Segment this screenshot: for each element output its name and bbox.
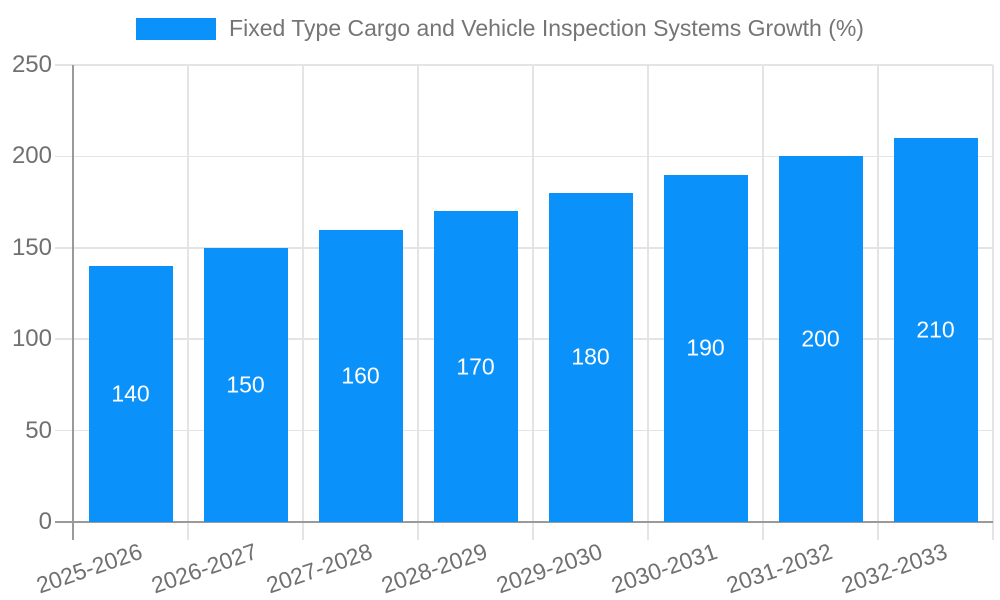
gridline-vertical [417,65,419,540]
bar[interactable] [663,174,748,522]
gridline-horizontal [55,338,993,340]
bar[interactable] [778,156,863,522]
bar-value-label: 180 [571,343,610,370]
gridline-vertical [532,65,534,540]
x-axis-line [55,521,993,523]
bar[interactable] [203,247,288,522]
bar-value-label: 170 [456,353,495,380]
y-axis-tick-label: 250 [11,51,52,78]
bar-value-label: 150 [226,371,265,398]
gridline-horizontal [55,64,993,66]
gridline-vertical [992,65,994,540]
bar[interactable] [433,211,518,522]
gridline-vertical [877,65,879,540]
bar[interactable] [88,266,173,522]
gridline-vertical [762,65,764,540]
bar-value-label: 200 [801,325,840,352]
gridline-horizontal [55,429,993,432]
y-axis-tick-label: 150 [11,233,52,261]
legend[interactable]: Fixed Type Cargo and Vehicle Inspection … [0,15,1000,42]
gridline-horizontal [55,247,993,249]
gridline-horizontal [55,155,993,158]
bar-value-label: 140 [111,380,150,407]
gridline-vertical [187,65,189,540]
y-axis-tick-label: 50 [25,416,52,444]
bar[interactable] [893,138,978,522]
y-axis-tick-label: 200 [11,142,52,170]
y-axis-line [72,65,74,540]
bar-value-label: 160 [341,362,380,389]
y-axis-tick-label: 0 [38,508,52,535]
bar[interactable] [548,192,633,522]
gridline-vertical [647,65,649,540]
bar-value-label: 210 [916,316,955,343]
bar-value-label: 190 [686,334,725,361]
y-axis-tick-label: 100 [11,325,52,353]
gridline-vertical [302,65,304,540]
legend-swatch [136,17,217,40]
legend-label: Fixed Type Cargo and Vehicle Inspection … [229,15,864,41]
bar[interactable] [318,229,403,522]
